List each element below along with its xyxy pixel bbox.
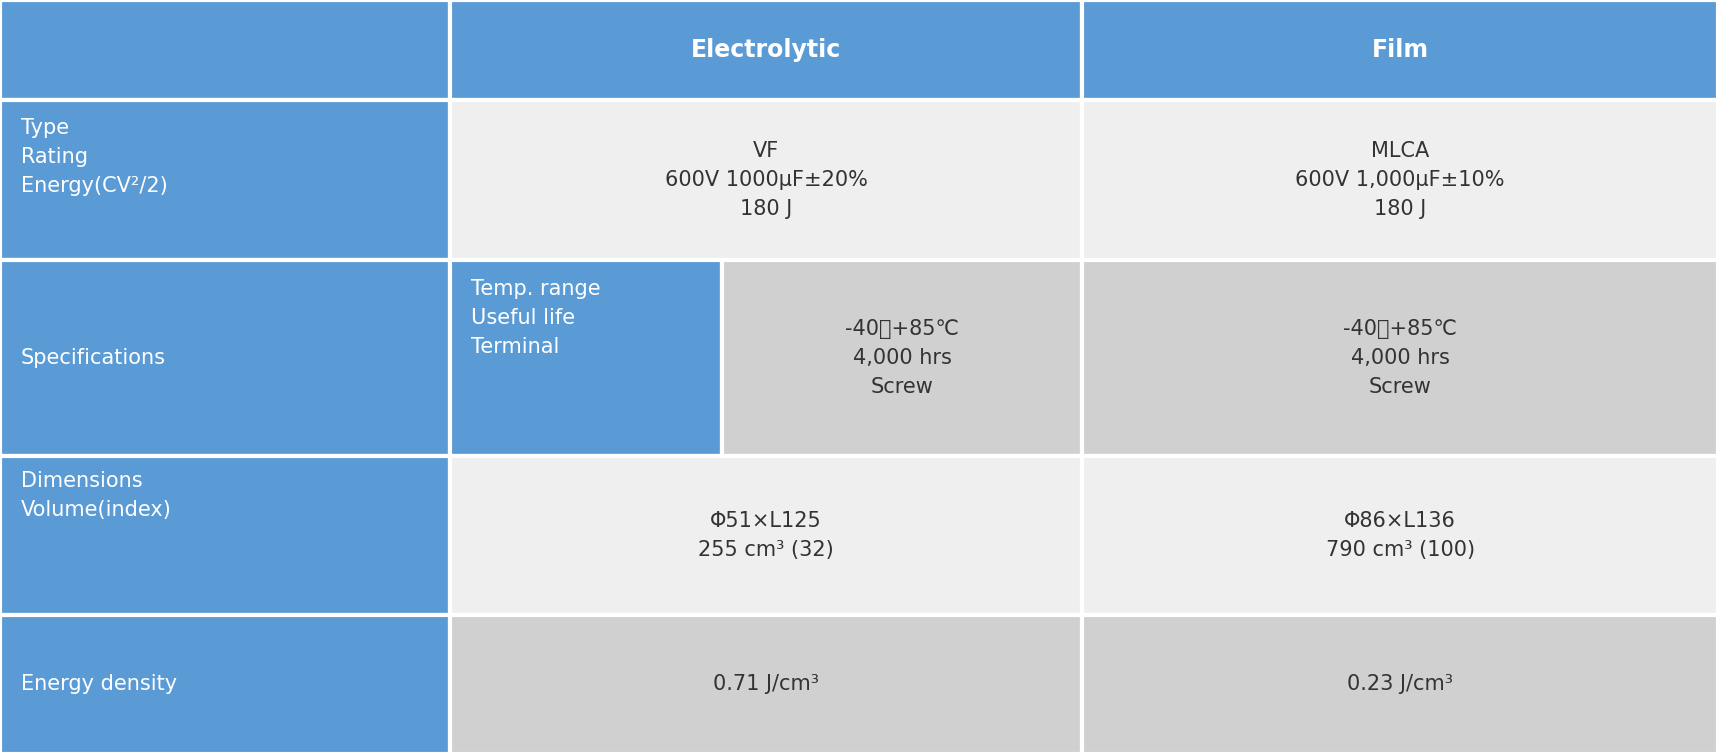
Text: Type
Rating
Energy(CV²/2): Type Rating Energy(CV²/2) xyxy=(21,118,167,196)
Bar xyxy=(0,0,450,100)
Bar xyxy=(450,260,722,456)
Bar xyxy=(1082,456,1718,615)
Bar xyxy=(450,615,1082,754)
Text: Φ51×L125
255 cm³ (32): Φ51×L125 255 cm³ (32) xyxy=(698,511,835,559)
Text: Energy density: Energy density xyxy=(21,674,177,694)
Bar xyxy=(1082,100,1718,260)
Bar xyxy=(0,615,450,754)
Bar xyxy=(0,100,450,260)
Text: Temp. range
Useful life
Terminal: Temp. range Useful life Terminal xyxy=(471,279,600,357)
Text: 0.71 J/cm³: 0.71 J/cm³ xyxy=(713,674,819,694)
Text: Dimensions
Volume(index): Dimensions Volume(index) xyxy=(21,471,172,520)
Bar xyxy=(450,100,1082,260)
Text: -40～+85℃
4,000 hrs
Screw: -40～+85℃ 4,000 hrs Screw xyxy=(1343,320,1457,397)
Text: -40～+85℃
4,000 hrs
Screw: -40～+85℃ 4,000 hrs Screw xyxy=(845,320,959,397)
Bar xyxy=(1082,260,1718,456)
Bar xyxy=(1082,0,1718,100)
Text: MLCA
600V 1,000μF±10%
180 J: MLCA 600V 1,000μF±10% 180 J xyxy=(1295,141,1505,219)
Bar xyxy=(450,456,1082,615)
Bar xyxy=(722,260,1082,456)
Text: Film: Film xyxy=(1371,38,1429,62)
Bar xyxy=(450,0,1082,100)
Text: Φ86×L136
790 cm³ (100): Φ86×L136 790 cm³ (100) xyxy=(1326,511,1474,559)
Text: 0.23 J/cm³: 0.23 J/cm³ xyxy=(1347,674,1453,694)
Bar xyxy=(1082,615,1718,754)
Bar xyxy=(0,456,450,615)
Text: Specifications: Specifications xyxy=(21,348,165,368)
Text: Electrolytic: Electrolytic xyxy=(691,38,842,62)
Bar xyxy=(0,260,450,456)
Text: VF
600V 1000μF±20%
180 J: VF 600V 1000μF±20% 180 J xyxy=(665,141,868,219)
